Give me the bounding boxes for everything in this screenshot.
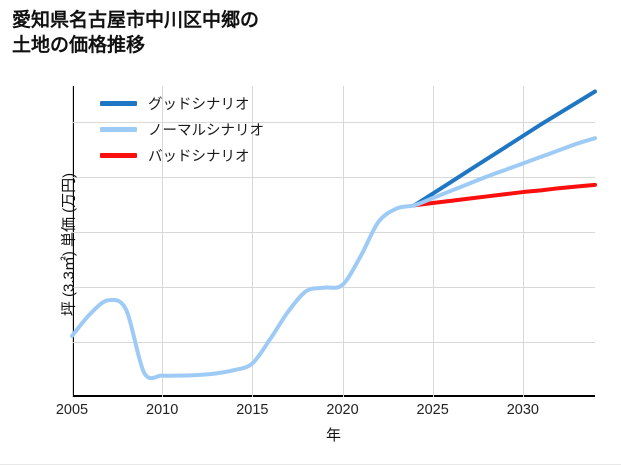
legend-item[interactable]: グッドシナリオ xyxy=(100,90,330,116)
gridline-horizontal xyxy=(72,176,595,178)
legend-color-swatch xyxy=(100,100,137,106)
legend-label: グッドシナリオ xyxy=(148,96,250,113)
legend-color-swatch xyxy=(100,126,137,132)
legend-label: ノーマルシナリオ xyxy=(148,122,264,139)
x-axis-tick-label: 2030 xyxy=(506,402,539,418)
x-axis-tick-label: 2005 xyxy=(55,402,89,418)
x-axis-tick-label: 2025 xyxy=(416,402,449,418)
gridline-horizontal xyxy=(72,341,595,343)
chart-legend: グッドシナリオ ノーマルシナリオ バッドシナリオ xyxy=(100,90,330,168)
gridline-horizontal xyxy=(72,286,595,288)
gridline-vertical xyxy=(342,86,344,397)
x-axis-tick-label: 2020 xyxy=(326,402,359,418)
gridline-horizontal xyxy=(72,121,595,123)
gridline-vertical xyxy=(432,86,434,397)
legend-item[interactable]: ノーマルシナリオ xyxy=(100,116,330,142)
x-axis-label: 年 xyxy=(325,427,341,444)
gridline-vertical xyxy=(522,86,524,397)
legend-item[interactable]: バッドシナリオ xyxy=(100,142,330,168)
legend-color-swatch xyxy=(100,152,137,158)
gridline-horizontal xyxy=(72,231,595,233)
y-axis-label: 坪 (3.3㎡) 単価 (万円) xyxy=(60,172,78,317)
page-title: 愛知県名古屋市中川区中郷の 土地の価格推移 xyxy=(12,10,260,57)
x-axis-tick-label: 2010 xyxy=(146,402,179,418)
legend-label: バッドシナリオ xyxy=(148,148,250,165)
x-axis-tick-label: 2015 xyxy=(236,402,269,418)
